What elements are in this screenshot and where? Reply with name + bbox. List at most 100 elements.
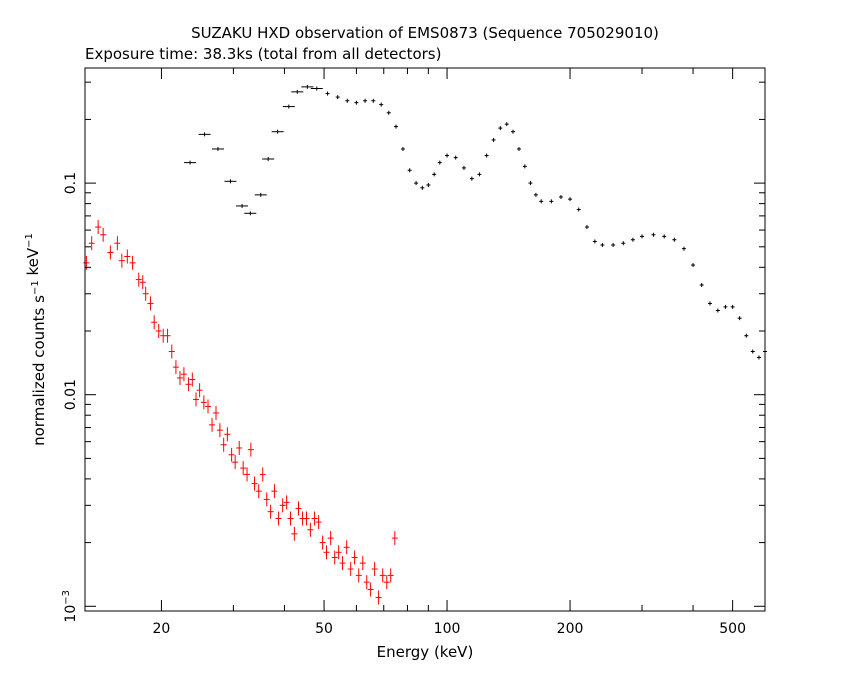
data-point [232, 455, 239, 470]
data-point [267, 504, 274, 519]
data-point [244, 211, 257, 216]
data-point [185, 377, 192, 392]
data-point [196, 383, 203, 398]
data-point [379, 102, 384, 107]
data-point [707, 301, 712, 306]
data-point [715, 308, 720, 313]
data-point [311, 511, 318, 526]
data-point [307, 522, 314, 537]
data-point [114, 236, 121, 251]
data-point [600, 242, 605, 247]
data-point [539, 199, 544, 204]
data-point [639, 234, 644, 239]
data-point [211, 146, 224, 151]
data-point [271, 484, 278, 499]
data-point [630, 237, 635, 242]
data-point [621, 241, 626, 246]
data-point [533, 192, 538, 197]
data-point [592, 239, 597, 244]
data-point [118, 253, 125, 268]
data-point [354, 100, 359, 105]
data-point [756, 355, 761, 360]
plot-frame [84, 67, 766, 612]
data-point [247, 442, 254, 457]
data-point [213, 405, 220, 420]
data-point [335, 545, 342, 560]
data-point [339, 556, 346, 571]
data-point [147, 296, 154, 311]
data-point [124, 249, 131, 264]
data-point [220, 437, 227, 452]
data-point [88, 236, 95, 251]
x-tick-label: 20 [153, 621, 171, 637]
data-point [445, 153, 450, 158]
data-point [651, 232, 656, 237]
data-point [576, 207, 581, 212]
data-point [386, 110, 391, 115]
data-point [363, 575, 370, 590]
data-point [129, 255, 136, 270]
data-point [139, 275, 146, 290]
data-point [224, 427, 231, 442]
data-point [400, 146, 405, 151]
data-point [393, 124, 398, 129]
data-point [510, 129, 515, 134]
data-point [558, 194, 563, 199]
data-point [184, 160, 197, 165]
data-point [142, 286, 149, 301]
data-point [209, 417, 216, 432]
data-point [568, 197, 573, 202]
data-point [271, 129, 284, 134]
data-point [387, 568, 394, 583]
x-tick-label: 500 [719, 621, 746, 637]
data-point [283, 495, 290, 510]
data-point [407, 168, 412, 173]
data-point [263, 492, 270, 507]
x-tick-label: 50 [315, 621, 333, 637]
data-point [262, 157, 275, 162]
data-point [228, 447, 235, 462]
data-point [420, 185, 425, 190]
y-tick-label: 0.1 [63, 172, 79, 194]
data-point [549, 199, 554, 204]
data-point [295, 501, 302, 516]
data-point [371, 562, 378, 577]
axes: 20 50 100 200 500 0.1 0.01 10−3 [61, 68, 766, 637]
data-point [240, 461, 247, 476]
plot-area [83, 84, 767, 605]
chart-title: SUZAKU HXD observation of EMS0873 (Seque… [191, 24, 659, 42]
y-tick-label: 0.01 [63, 379, 79, 410]
data-point [319, 535, 326, 550]
data-point [461, 165, 466, 170]
data-point [100, 227, 107, 242]
data-point [198, 132, 211, 137]
data-point [301, 84, 314, 89]
y-axis-label: normalized counts s−1 keV−1 [24, 233, 48, 446]
data-point [375, 590, 382, 605]
data-point [193, 392, 200, 407]
data-point [303, 511, 310, 526]
data-point [254, 192, 267, 197]
data-point [200, 395, 207, 410]
data-point [662, 234, 667, 239]
data-point [315, 515, 322, 530]
data-point [681, 246, 686, 251]
data-point [363, 98, 368, 103]
data-point [291, 89, 304, 94]
data-point [255, 484, 262, 499]
data-point [383, 575, 390, 590]
x-axis-label: Energy (keV) [377, 643, 474, 661]
data-point [327, 531, 334, 546]
data-point [355, 568, 362, 583]
data-point [251, 476, 258, 491]
data-point [151, 315, 158, 330]
data-point [744, 333, 749, 338]
data-point [325, 91, 330, 96]
data-point [477, 172, 482, 177]
chart-subtitle: Exposure time: 38.3ks (total from all de… [85, 45, 441, 63]
data-point [335, 95, 340, 100]
data-point [180, 367, 187, 382]
data-point [691, 263, 696, 268]
data-point [135, 272, 142, 287]
